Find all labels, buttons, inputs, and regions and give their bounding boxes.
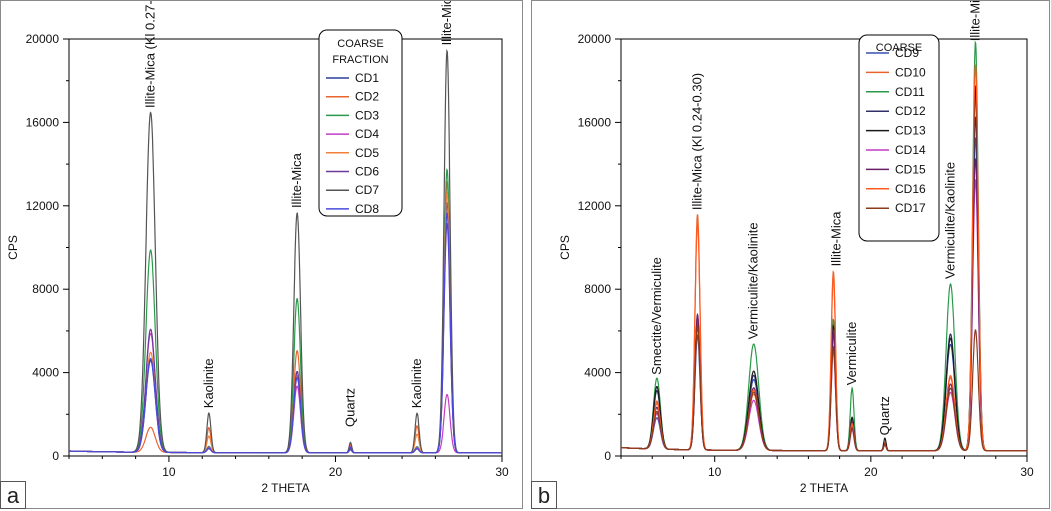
- y-tick-label: 16000: [26, 115, 60, 129]
- peak-label: Illite-Mica/Quartz: [439, 1, 454, 45]
- peak-label: Illite-Mica (Kl 0.27-0.34): [143, 1, 158, 108]
- legend-entry: CD11: [895, 85, 925, 99]
- legend-entry: CD9: [895, 46, 919, 60]
- y-tick-label: 0: [604, 449, 611, 463]
- series-line-cd5: [69, 191, 502, 454]
- series-group: [69, 48, 502, 454]
- series-line-cd16: [621, 63, 1027, 452]
- legend-entry: CD16: [895, 182, 926, 196]
- xrd-chart-a: 0 4000 8000 12000 16000 20000 10 20 30 2 THETA CPS…: [6, 1, 509, 495]
- legend-entry: CD2: [355, 90, 379, 104]
- series-line-cd3: [69, 168, 502, 454]
- peak-label: Vermiculite/Kaolinite: [746, 222, 761, 339]
- legend-entry: CD5: [355, 146, 379, 160]
- series-line-cd13: [621, 84, 1027, 452]
- legend-entry: CD1: [355, 71, 379, 85]
- legend-box: [318, 29, 403, 217]
- peak-label: Illite-Mica (Kl 0.24-0.30): [690, 73, 705, 210]
- series-line-cd7: [69, 48, 502, 454]
- y-tick-label: 8000: [32, 282, 59, 296]
- legend-entry: CD13: [895, 124, 926, 138]
- peak-label: Illite-Mica/Quartz: [967, 1, 982, 41]
- series-line-cd10: [621, 94, 1027, 452]
- plot-frame: [620, 38, 1028, 457]
- x-axis-label: 2 THETA: [800, 481, 848, 495]
- peak-label: Vermiculite/Kaolinite: [942, 162, 957, 279]
- x-tick-label: 10: [708, 465, 722, 479]
- chart-panel-a: 0 4000 8000 12000 16000 20000 10 20 30 2 THETA CPS…: [0, 0, 523, 509]
- x-axis-label: 2 THETA: [261, 481, 309, 495]
- series-line-cd9: [621, 136, 1027, 452]
- series-line-cd14: [621, 178, 1027, 452]
- series-line-cd8: [69, 211, 502, 454]
- series-line-cd4: [69, 332, 502, 454]
- peak-label: Kaolinite: [409, 358, 424, 408]
- y-tick-label: 8000: [584, 282, 611, 296]
- series-line-cd15: [621, 157, 1027, 452]
- y-tick-label: 12000: [578, 199, 612, 213]
- legend-entry: CD8: [355, 202, 379, 216]
- y-tick-label: 16000: [578, 115, 612, 129]
- peak-label: Smectite/Vermiculite: [649, 257, 664, 375]
- x-tick-label: 20: [329, 465, 343, 479]
- peak-label: Quartz: [877, 396, 892, 435]
- xrd-chart-b: 0 4000 8000 12000 16000 20000 10 20 30 2 THETA CPS…: [558, 1, 1034, 495]
- y-tick-label: 0: [52, 449, 59, 463]
- peak-label: Illite-Mica: [289, 152, 304, 208]
- legend-title: COARSE: [337, 38, 383, 50]
- legend-entry: CD12: [895, 104, 926, 118]
- peak-label: Vermiculite: [844, 322, 859, 386]
- series-line-cd12: [621, 115, 1027, 452]
- series-line-cd1: [69, 201, 502, 454]
- legend-entry: CD10: [895, 65, 926, 79]
- peak-label: Kaolinite: [201, 358, 216, 408]
- legend-title: COARSE: [876, 42, 922, 54]
- legend-entry: CD4: [355, 127, 379, 141]
- chart-panel-b: 0 4000 8000 12000 16000 20000 10 20 30 2 THETA CPS…: [531, 0, 1050, 509]
- y-tick-label: 20000: [26, 32, 60, 46]
- series-group: [621, 40, 1027, 452]
- x-tick-label: 10: [162, 465, 176, 479]
- legend-entry: CD3: [355, 108, 379, 122]
- x-tick-label: 20: [864, 465, 878, 479]
- legend-entry: CD17: [895, 201, 926, 215]
- y-axis-label: CPS: [558, 235, 572, 260]
- y-tick-label: 4000: [584, 366, 611, 380]
- y-tick-label: 20000: [578, 32, 612, 46]
- plot-frame: [68, 38, 503, 457]
- series-line-cd17: [621, 323, 1027, 452]
- series-line-cd2: [69, 180, 502, 454]
- legend-title: FRACTION: [332, 54, 388, 66]
- series-line-cd11: [621, 40, 1027, 452]
- y-axis-label: CPS: [6, 235, 20, 260]
- series-line-cd6: [69, 222, 502, 454]
- x-tick-label: 30: [495, 465, 509, 479]
- x-tick-label: 30: [1020, 465, 1034, 479]
- y-tick-label: 12000: [26, 199, 60, 213]
- legend-entry: CD6: [355, 165, 379, 179]
- panel-label-b: b: [531, 481, 557, 509]
- panel-label-a: a: [0, 481, 26, 509]
- y-tick-label: 4000: [32, 366, 59, 380]
- legend-entry: CD7: [355, 183, 379, 197]
- peak-label: Illite-Mica: [828, 211, 843, 267]
- peak-label: Quartz: [342, 388, 357, 427]
- legend-entry: CD15: [895, 162, 926, 176]
- legend-entry: CD14: [895, 143, 926, 157]
